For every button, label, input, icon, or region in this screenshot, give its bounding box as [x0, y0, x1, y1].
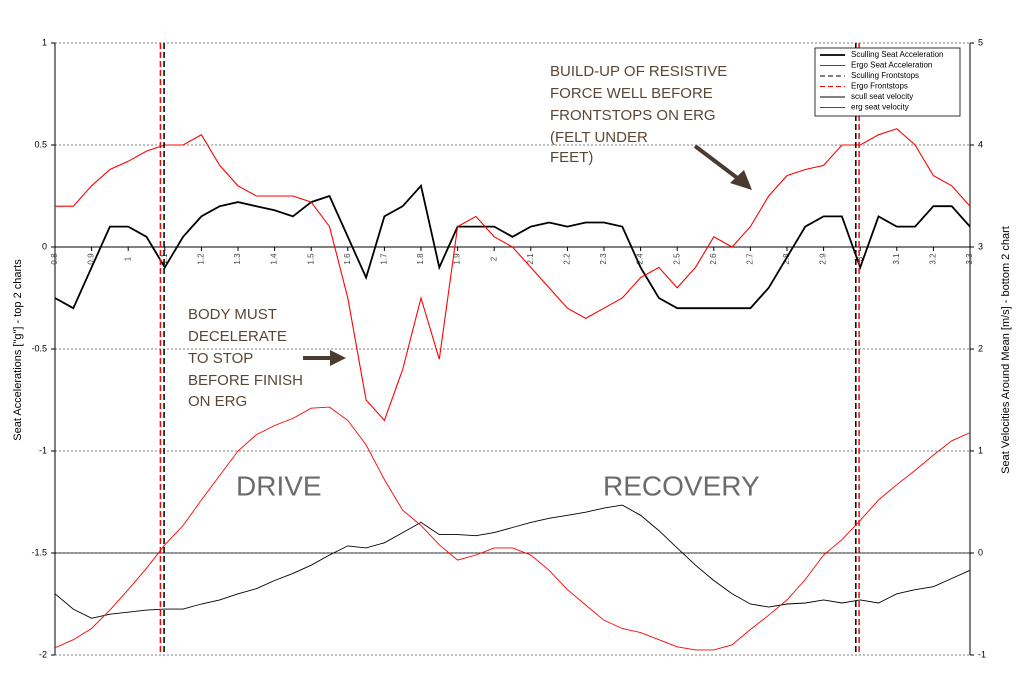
legend-label: scull seat velocity: [851, 92, 913, 101]
legend-label: Ergo Frontstops: [851, 82, 908, 91]
annotation-line: BODY MUST: [188, 306, 277, 323]
x-tick-label: 1.9: [453, 253, 462, 265]
x-tick-label: 3: [855, 256, 864, 261]
x-tick-label: 1.2: [197, 253, 206, 265]
series: [159, 43, 860, 655]
annotation-line: TO STOP: [188, 350, 253, 367]
x-tick-label: 2.5: [672, 253, 681, 265]
series-line: [54, 406, 971, 651]
series: [54, 183, 971, 310]
annotation-line: (FELT UNDER: [550, 129, 648, 146]
annotation-line: FORCE WELL BEFORE: [550, 85, 713, 102]
series-line: [54, 183, 971, 310]
annotation-line: FRONTSTOPS ON ERG: [550, 107, 716, 124]
legend: Sculling Seat Acceleration Ergo Seat Acce…: [814, 47, 961, 117]
annotation-line: BUILD-UP OF RESISTIVE: [550, 63, 727, 80]
y2-axis-label: Seat Velocities Around Mean [m/s] - bott…: [1000, 226, 1012, 474]
phase-label: RECOVERY: [603, 470, 760, 501]
y2-tick-label: 4: [978, 139, 983, 149]
x-tick-label: 2: [489, 256, 498, 261]
series: [54, 504, 971, 619]
series: [54, 406, 971, 651]
phase-label: DRIVE: [236, 470, 322, 501]
arrow-head: [730, 170, 752, 190]
series-line: [55, 128, 971, 422]
annotation-line: FEET): [550, 149, 593, 166]
x-tick-label: 1: [123, 256, 132, 261]
legend-box: [814, 47, 961, 117]
legend-label: erg seat velocity: [851, 103, 909, 112]
x-tick-label: 2.9: [819, 253, 828, 265]
y-tick-label: 0: [42, 241, 47, 251]
legend-label: Sculling Seat Acceleration: [851, 50, 944, 59]
x-tick-label: 3.1: [892, 253, 901, 265]
x-tick-label: 3.2: [929, 253, 938, 265]
annotation-2: BODY MUST DECELERATE TO STOP BEFORE FINI…: [188, 306, 346, 410]
x-tick-label: 2.3: [599, 253, 608, 265]
x-tick-label: 2.2: [563, 253, 572, 265]
legend-label: Sculling Frontstops: [851, 71, 919, 80]
x-tick-label: 1.4: [270, 253, 279, 265]
annotation-line: ON ERG: [188, 393, 247, 410]
series: [163, 43, 857, 655]
annotation-line: BEFORE FINISH: [188, 372, 303, 389]
y2-tick-label: 2: [978, 343, 983, 353]
y-tick-label: -2: [39, 649, 47, 659]
x-tick-label: 1.7: [380, 253, 389, 265]
series-line: [54, 504, 971, 619]
y2-tick-label: 5: [978, 37, 983, 47]
x-tick-label: 3.3: [965, 253, 974, 265]
x-tick-label: 1.3: [233, 253, 242, 265]
y-tick-label: -1.5: [31, 547, 47, 557]
y-tick-label: -0.5: [31, 343, 47, 353]
x-tick-label: 0.9: [87, 253, 96, 265]
y2-tick-label: 1: [978, 445, 983, 455]
y2-tick-label: 3: [978, 241, 983, 251]
y-axis-label: Seat Accelerations ["g"] - top 2 charts: [12, 259, 24, 441]
x-tick-label: 2.4: [636, 253, 645, 265]
y-tick-label: 0.5: [34, 139, 47, 149]
y2-tick-label: 0: [978, 547, 983, 557]
x-tick-label: 1.5: [306, 253, 315, 265]
y-tick-label: 1: [42, 37, 47, 47]
legend-label: Ergo Seat Acceleration: [851, 61, 932, 70]
series: [55, 128, 971, 422]
x-tick-label: 2.6: [709, 253, 718, 265]
x-tick-label: 1.8: [416, 253, 425, 265]
annotation-1: BUILD-UP OF RESISTIVE FORCE WELL BEFORE …: [550, 63, 752, 190]
annotation-line: DECELERATE: [188, 328, 287, 345]
x-tick-label: 1.1: [160, 253, 169, 265]
x-tick-label: 2.1: [526, 253, 535, 265]
y-tick-label: -1: [39, 445, 47, 455]
x-tick-label: 1.6: [343, 253, 352, 265]
x-tick-label: 0.8: [50, 253, 59, 265]
y2-tick-label: -1: [978, 649, 986, 659]
x-tick-label: 2.7: [746, 253, 755, 265]
arrow-head: [330, 350, 346, 366]
arrow: [693, 144, 742, 182]
